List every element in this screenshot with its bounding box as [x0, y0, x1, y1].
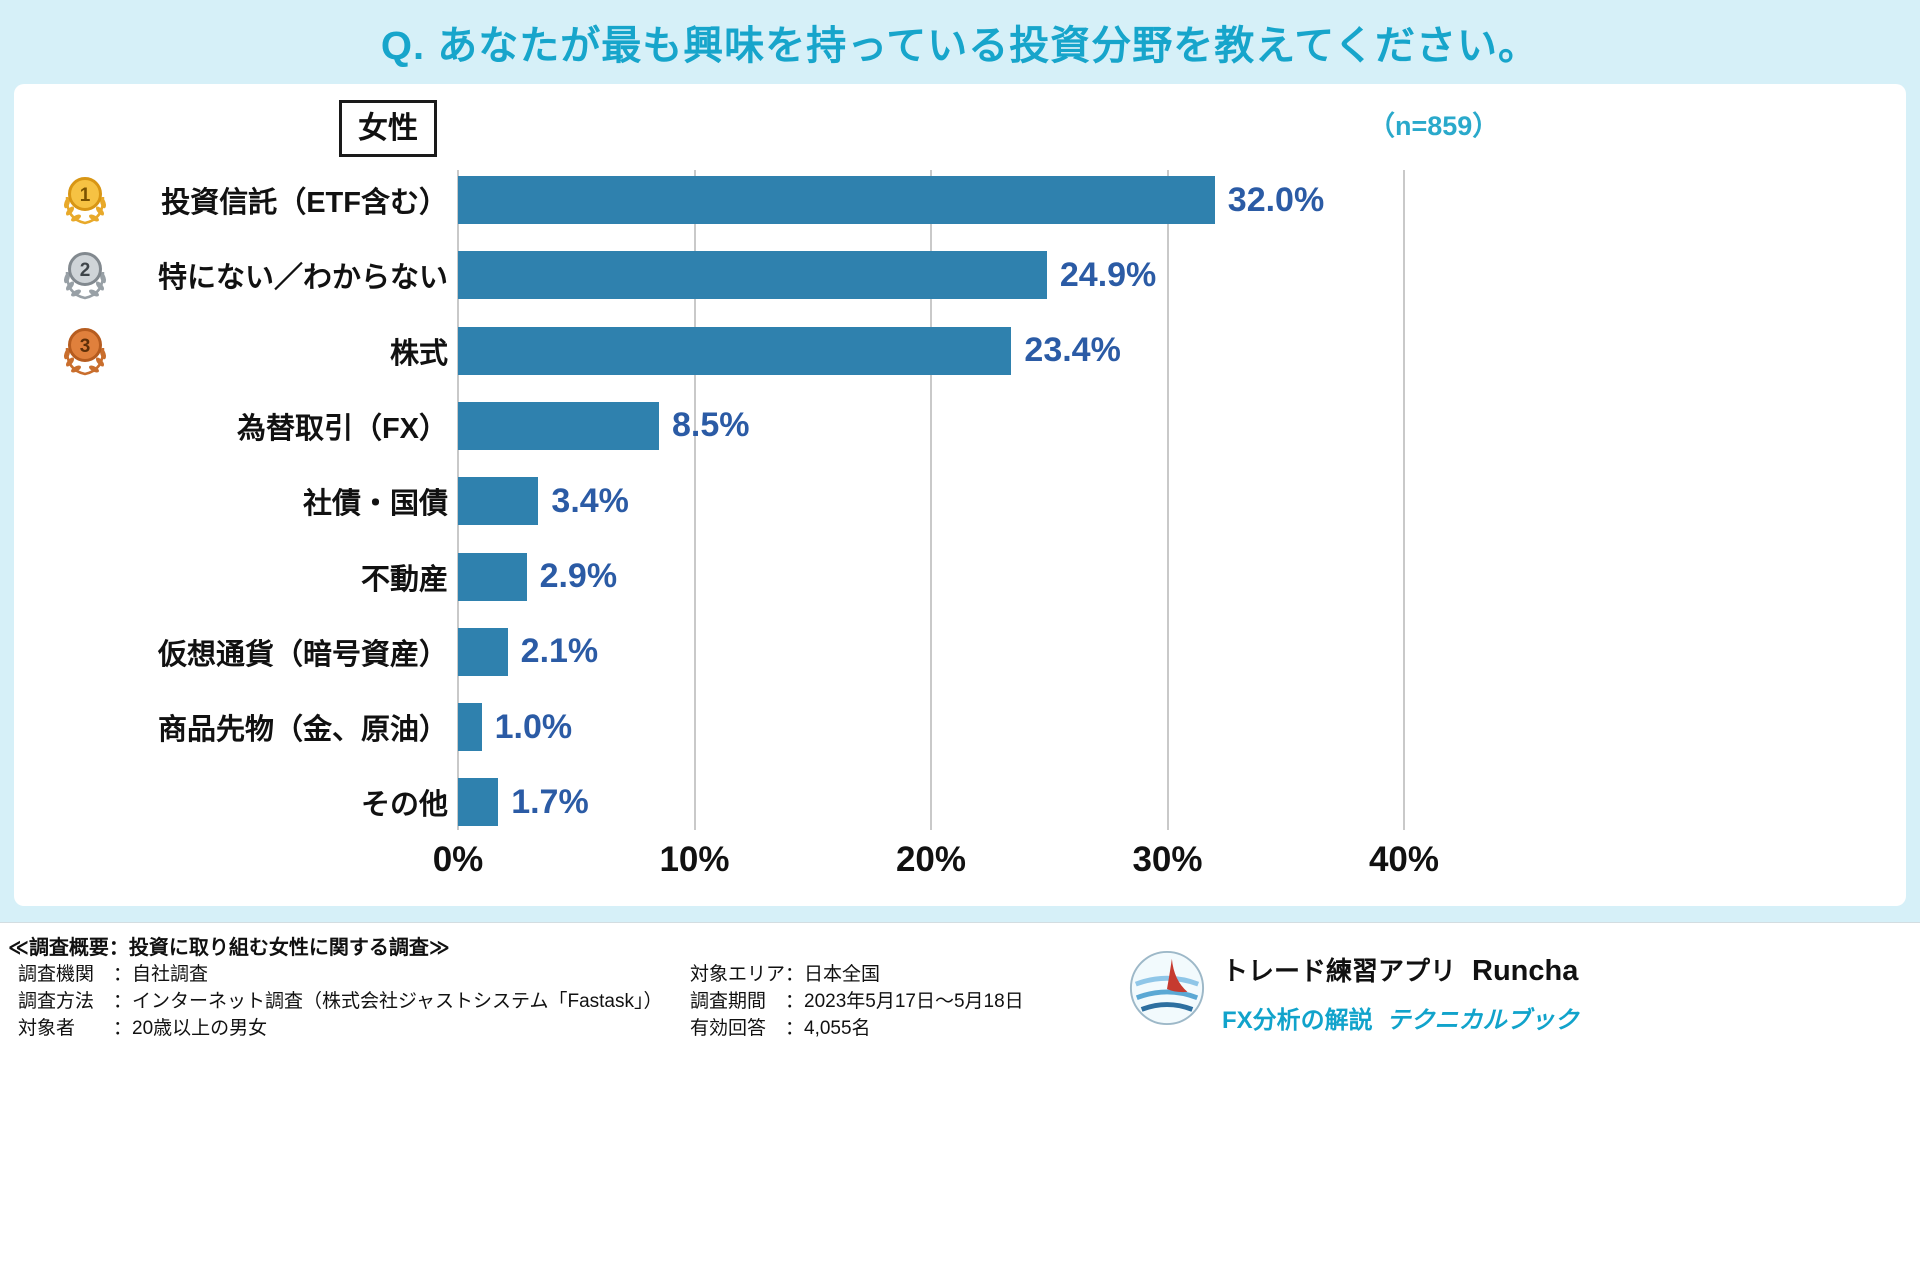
- medal-silver-icon: 2: [58, 248, 112, 302]
- sub-label: FX分析の解説: [1222, 1007, 1373, 1034]
- gridline: [1403, 170, 1405, 830]
- value-label: 2.9%: [539, 557, 618, 595]
- chart-row: 2 特にない／わからない 24.9%: [14, 248, 1906, 302]
- bar: [458, 251, 1047, 300]
- chart-row: その他 1.7%: [14, 778, 1906, 827]
- category-label: 商品先物（金、原油）: [157, 714, 448, 747]
- bar: [458, 703, 482, 752]
- gridline: [693, 170, 696, 830]
- survey-detail: 対象エリア：日本全国: [690, 964, 881, 985]
- x-tick-label: 20%: [895, 840, 967, 879]
- bar: [458, 778, 499, 827]
- chart-row: 不動産 2.9%: [14, 552, 1906, 601]
- x-tick-label: 40%: [1368, 840, 1440, 879]
- survey-details-left: 調査機関 ：自社調査調査方法 ：インターネット調査（株式会社ジャストシステム「F…: [18, 961, 663, 1042]
- footer: ≪調査概要：投資に取り組む女性に関する調査≫ 調査機関 ：自社調査調査方法 ：イ…: [0, 922, 1920, 1280]
- value-label: 23.4%: [1024, 331, 1121, 370]
- app-name: Runcha: [1472, 955, 1579, 987]
- chart-row: 3 株式 23.4%: [14, 324, 1906, 378]
- svg-text:2: 2: [80, 260, 91, 281]
- category-label: 投資信託（ETF含む）: [161, 187, 448, 219]
- survey-details-right: 対象エリア：日本全国調査期間 ：2023年5月17日〜5月18日 有効回答 ：4,…: [690, 961, 1024, 1042]
- sample-size: （n=859）: [1368, 111, 1500, 141]
- bar: [458, 326, 1012, 375]
- group-label: 女性: [339, 100, 437, 157]
- survey-detail: 調査機関 ：自社調査: [18, 964, 209, 985]
- value-label: 1.7%: [511, 782, 589, 821]
- logo-line1: トレード練習アプリ Runcha: [1222, 951, 1579, 988]
- logo-line2: FX分析の解説 テクニカルブック: [1222, 1000, 1579, 1035]
- gridline: [1166, 170, 1169, 830]
- app-label: トレード練習アプリ: [1222, 956, 1457, 986]
- value-label: 3.4%: [551, 481, 629, 520]
- chart-row: 為替取引（FX） 8.5%: [14, 401, 1906, 450]
- chart-row: 商品先物（金、原油） 1.0%: [14, 703, 1906, 752]
- chart-card: 女性 （n=859） 0% 10% 20% 30% 40% 1 投資信託（ETF含む） 32.…: [14, 84, 1906, 906]
- survey-detail: 調査期間 ：2023年5月17日〜5月18日: [690, 991, 1024, 1012]
- category-label: 社債・国債: [302, 488, 448, 521]
- medal-bronze-icon: 3: [58, 324, 112, 378]
- category-label: 株式: [389, 337, 448, 370]
- value-label: 1.0%: [494, 707, 573, 746]
- value-label: 8.5%: [672, 406, 750, 445]
- category-label: その他: [360, 789, 448, 822]
- x-tick-label: 30%: [1132, 840, 1203, 879]
- svg-text:1: 1: [80, 185, 91, 206]
- bar: [458, 627, 508, 676]
- bar: [458, 176, 1215, 224]
- category-label: 不動産: [360, 563, 448, 596]
- logo-text: トレード練習アプリ Runcha FX分析の解説 テクニカルブック: [1222, 951, 1579, 1035]
- survey-detail: 調査方法 ：インターネット調査（株式会社ジャストシステム「Fastask」）: [18, 991, 663, 1012]
- survey-detail: 対象者 ：20歳以上の男女: [18, 1018, 268, 1039]
- value-label: 2.1%: [520, 632, 599, 671]
- bar: [458, 552, 527, 601]
- sub-name: テクニカルブック: [1386, 1007, 1579, 1034]
- runcha-logo-icon: [1128, 949, 1206, 1027]
- value-label: 32.0%: [1227, 180, 1325, 219]
- category-label: 特にない／わからない: [157, 262, 448, 295]
- category-label: 仮想通貨（暗号資産）: [157, 638, 448, 671]
- medal-gold-icon: 1: [58, 173, 112, 227]
- category-label: 為替取引（FX）: [236, 412, 448, 445]
- page-title: Q. あなたが最も興味を持っている投資分野を教えてください。: [380, 24, 1540, 68]
- survey-detail: 有効回答 ：4,055名: [690, 1018, 871, 1039]
- chart-row: 1 投資信託（ETF含む） 32.0%: [14, 173, 1906, 227]
- chart-row: 仮想通貨（暗号資産） 2.1%: [14, 627, 1906, 676]
- gridline: [930, 170, 932, 830]
- chart-row: 社債・国債 3.4%: [14, 477, 1906, 526]
- value-label: 24.9%: [1059, 255, 1157, 294]
- svg-text:3: 3: [80, 336, 91, 357]
- x-tick-label: 0%: [432, 840, 484, 879]
- bar: [458, 477, 539, 526]
- bar: [458, 401, 660, 450]
- x-tick-label: 10%: [659, 840, 730, 879]
- survey-title: ≪調査概要：投資に取り組む女性に関する調査≫: [8, 937, 450, 959]
